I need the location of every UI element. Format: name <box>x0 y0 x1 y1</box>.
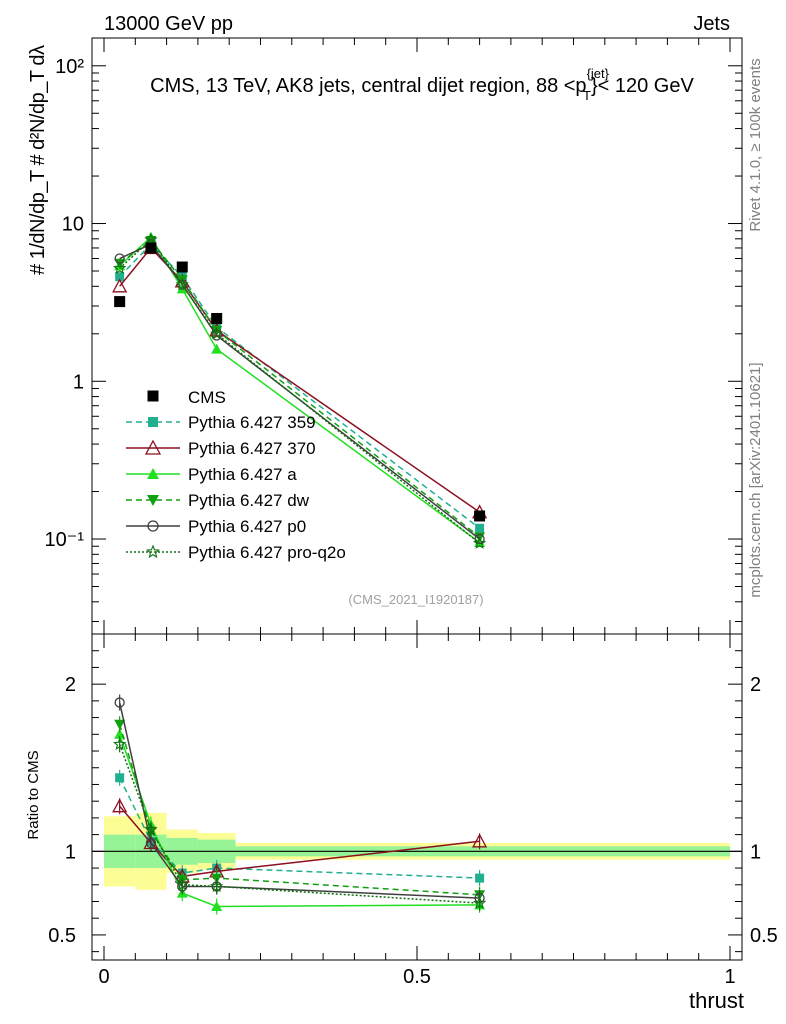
ratio-point <box>144 822 158 836</box>
series-point <box>211 330 222 341</box>
x-tick-label: 0.5 <box>403 966 431 988</box>
ratio-axis-label: Ratio to CMS <box>25 750 42 839</box>
series-point <box>145 236 157 247</box>
series-point <box>113 261 127 274</box>
legend-marker <box>148 417 158 427</box>
ratio-tick-label: 2 <box>750 674 761 696</box>
data-point <box>114 296 126 308</box>
rivet-label: Rivet 4.1.0, ≥ 100k events <box>747 58 764 231</box>
legend-label: Pythia 6.427 359 <box>188 413 316 432</box>
series-line <box>119 238 481 544</box>
series-line <box>119 243 481 529</box>
series-line <box>119 246 481 513</box>
ratio-tick-label: 2 <box>65 674 76 696</box>
ratio-tick-label: 1 <box>750 841 761 863</box>
ratio-point <box>472 833 488 848</box>
header-left: 13000 GeV pp <box>104 13 233 35</box>
ratio-point <box>112 798 128 813</box>
data-point <box>145 242 157 254</box>
legend-label: Pythia 6.427 dw <box>188 491 310 510</box>
legend-marker <box>147 520 159 532</box>
series-line <box>119 239 481 538</box>
ratio-point <box>475 873 485 883</box>
ratio-tick-label: 0.5 <box>750 925 778 947</box>
series-point <box>144 232 158 246</box>
ratio-point <box>175 877 189 891</box>
ratio-point <box>210 879 224 893</box>
legend-label: Pythia 6.427 pro-q2o <box>188 543 346 562</box>
series-point <box>175 277 189 291</box>
x-tick-label: 1 <box>724 966 735 988</box>
legend-marker <box>147 495 159 506</box>
ratio-point <box>114 719 126 730</box>
chart-title: CMS, 13 TeV, AK8 jets, central dijet reg… <box>150 66 694 103</box>
ratio-point <box>211 901 223 912</box>
series-point <box>473 536 487 549</box>
ratio-point <box>115 773 125 783</box>
x-tick-label: 0 <box>98 966 109 988</box>
ratio-point <box>473 896 487 909</box>
ratio-line <box>118 744 480 904</box>
legend-marker <box>144 439 162 455</box>
y-tick-label: 10 <box>62 214 84 236</box>
series-point <box>112 278 128 293</box>
x-axis-label: thrust <box>689 988 744 1013</box>
header-right: Jets <box>693 13 730 35</box>
series-point <box>115 272 125 282</box>
series-point <box>211 343 223 354</box>
y-tick-label: 10² <box>55 56 84 78</box>
legend-marker-cms <box>147 390 159 402</box>
mcplots-label: mcplots.cern.ch [arXiv:2401.10621] <box>747 362 764 597</box>
data-point <box>176 261 188 273</box>
y-axis-label-text: # 1/dN/dp_T # d²N/dp_T dλ <box>27 45 49 275</box>
legend-label: Pythia 6.427 370 <box>188 439 316 458</box>
y-axis-label: # 1/dN/dp_T # d²N/dp_T dλ <box>27 45 49 275</box>
ratio-point <box>114 697 125 708</box>
data-point <box>211 313 223 325</box>
ratio-line <box>118 734 480 908</box>
ratio-point <box>145 837 157 849</box>
y-tick-label: 1 <box>73 371 84 393</box>
legend-label: Pythia 6.427 a <box>188 465 297 484</box>
data-point <box>474 510 486 522</box>
y-tick-label: 10⁻¹ <box>45 529 85 551</box>
ratio-tick-label: 0.5 <box>48 925 76 947</box>
ratio-frame <box>91 633 743 961</box>
series-point <box>176 283 188 294</box>
legend-label: Pythia 6.427 p0 <box>188 517 306 536</box>
series-point <box>475 523 485 533</box>
legend-marker <box>145 544 161 559</box>
legend-marker <box>147 468 159 479</box>
legend: CMS Pythia 6.427 359 Pythia 6.427 370 Pythi… <box>126 388 346 562</box>
series-point <box>210 326 224 340</box>
ratio-tick-label: 1 <box>65 841 76 863</box>
legend-label: CMS <box>188 388 226 407</box>
series-point <box>474 533 485 545</box>
ratio-point <box>113 737 127 750</box>
analysis-label: (CMS_2021_I1920187) <box>348 592 483 607</box>
